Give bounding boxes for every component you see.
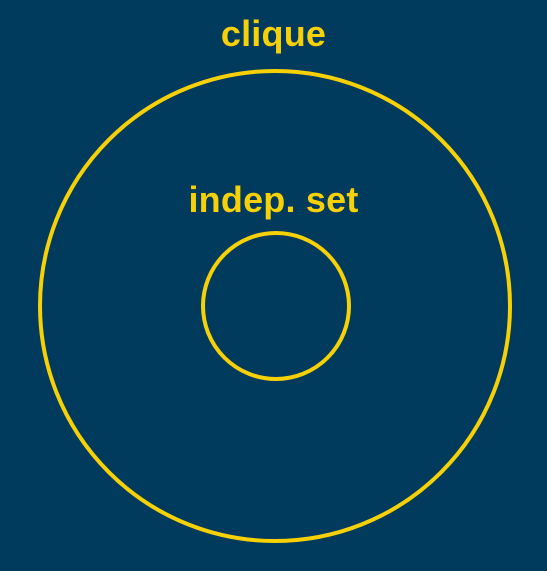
outer-circle-label: clique [220,13,327,54]
inner-circle [201,231,351,381]
outer-circle [38,69,512,543]
inner-circle-label: indep. set [188,179,359,220]
